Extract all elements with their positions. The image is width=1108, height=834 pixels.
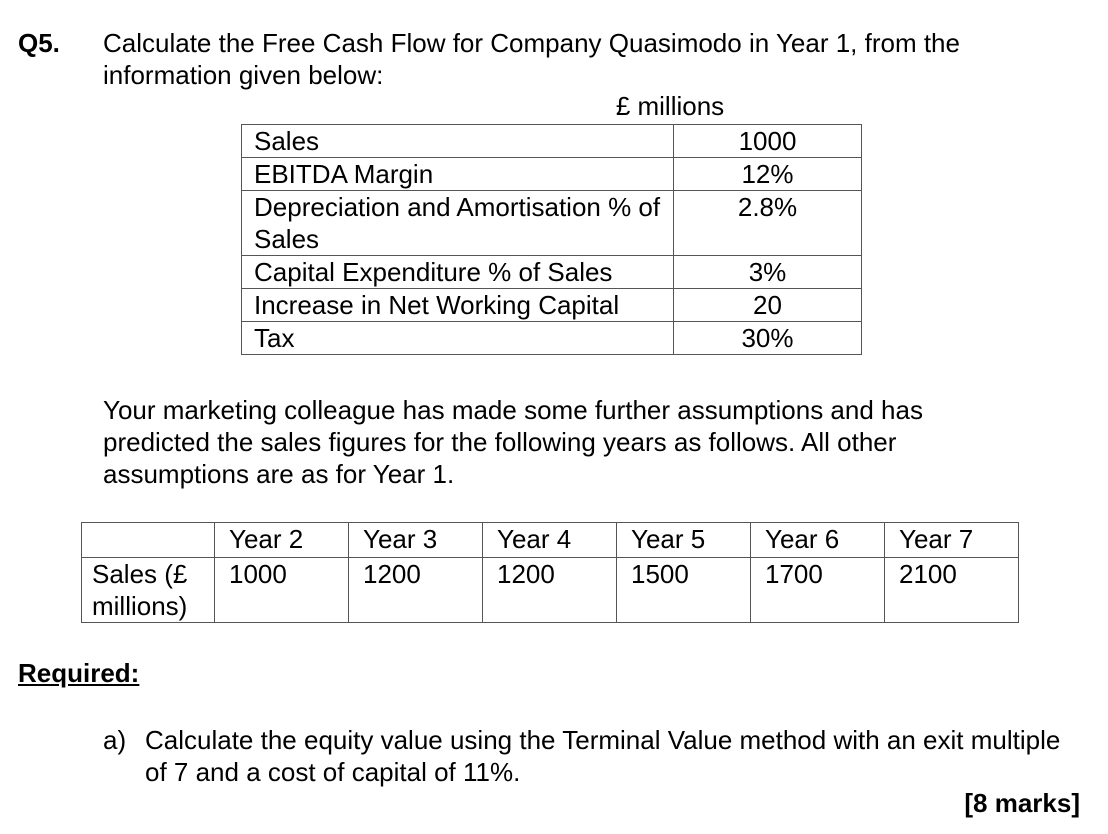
sales-table: Year 2 Year 3 Year 4 Year 5 Year 6 Year 7 Sale… bbox=[81, 522, 1019, 623]
row-label: Capital Expenditure % of Sales bbox=[241, 255, 674, 289]
column-header: Year 6 bbox=[750, 522, 885, 558]
question-text: Calculate the Free Cash Flow for Company… bbox=[103, 28, 960, 90]
assumptions-table: Sales 1000 EBITDA Margin 12% Depreciation an… bbox=[241, 124, 862, 355]
row-value: 12% bbox=[673, 157, 862, 191]
part-text: Calculate the equity value using the Ter… bbox=[145, 725, 1061, 787]
column-header: Year 2 bbox=[214, 522, 349, 558]
column-header: Year 7 bbox=[884, 522, 1019, 558]
required-heading: Required: bbox=[18, 658, 140, 688]
column-header: Year 5 bbox=[616, 522, 751, 558]
header-row: Year 2 Year 3 Year 4 Year 5 Year 6 Year 7 bbox=[81, 522, 1019, 558]
cell-value: 2100 bbox=[884, 557, 1019, 623]
row-value: 2.8% bbox=[673, 190, 862, 256]
table-row: Tax 30% bbox=[241, 321, 862, 355]
row-label: Depreciation and Amortisation % of Sales bbox=[241, 190, 674, 256]
row-label: Increase in Net Working Capital bbox=[241, 288, 674, 322]
cell-value: 1200 bbox=[348, 557, 483, 623]
table-row: Sales 1000 bbox=[241, 124, 862, 158]
row-label: Sales bbox=[241, 124, 674, 158]
part-label: a) bbox=[103, 725, 127, 755]
header-corner bbox=[81, 522, 215, 558]
cell-value: 1500 bbox=[616, 557, 751, 623]
table-row: EBITDA Margin 12% bbox=[241, 157, 862, 191]
column-header: Year 4 bbox=[482, 522, 617, 558]
row-label: Tax bbox=[241, 321, 674, 355]
unit-label: £ millions bbox=[615, 91, 725, 121]
row-label: EBITDA Margin bbox=[241, 157, 674, 191]
row-value: 1000 bbox=[673, 124, 862, 158]
table-row: Increase in Net Working Capital 20 bbox=[241, 288, 862, 322]
cell-value: 1200 bbox=[482, 557, 617, 623]
table-row: Sales (£ millions) 1000 1200 1200 1500 1700 21… bbox=[81, 557, 1019, 623]
row-label: Sales (£ millions) bbox=[81, 557, 215, 623]
table-row: Depreciation and Amortisation % of Sales… bbox=[241, 190, 862, 256]
cell-value: 1700 bbox=[750, 557, 885, 623]
marks: [8 marks] bbox=[964, 788, 1080, 818]
row-value: 3% bbox=[673, 255, 862, 289]
table-row: Capital Expenditure % of Sales 3% bbox=[241, 255, 862, 289]
column-header: Year 3 bbox=[348, 522, 483, 558]
question-number: Q5. bbox=[18, 28, 60, 58]
paragraph: Your marketing colleague has made some f… bbox=[103, 395, 923, 489]
row-value: 20 bbox=[673, 288, 862, 322]
row-value: 30% bbox=[673, 321, 862, 355]
cell-value: 1000 bbox=[214, 557, 349, 623]
